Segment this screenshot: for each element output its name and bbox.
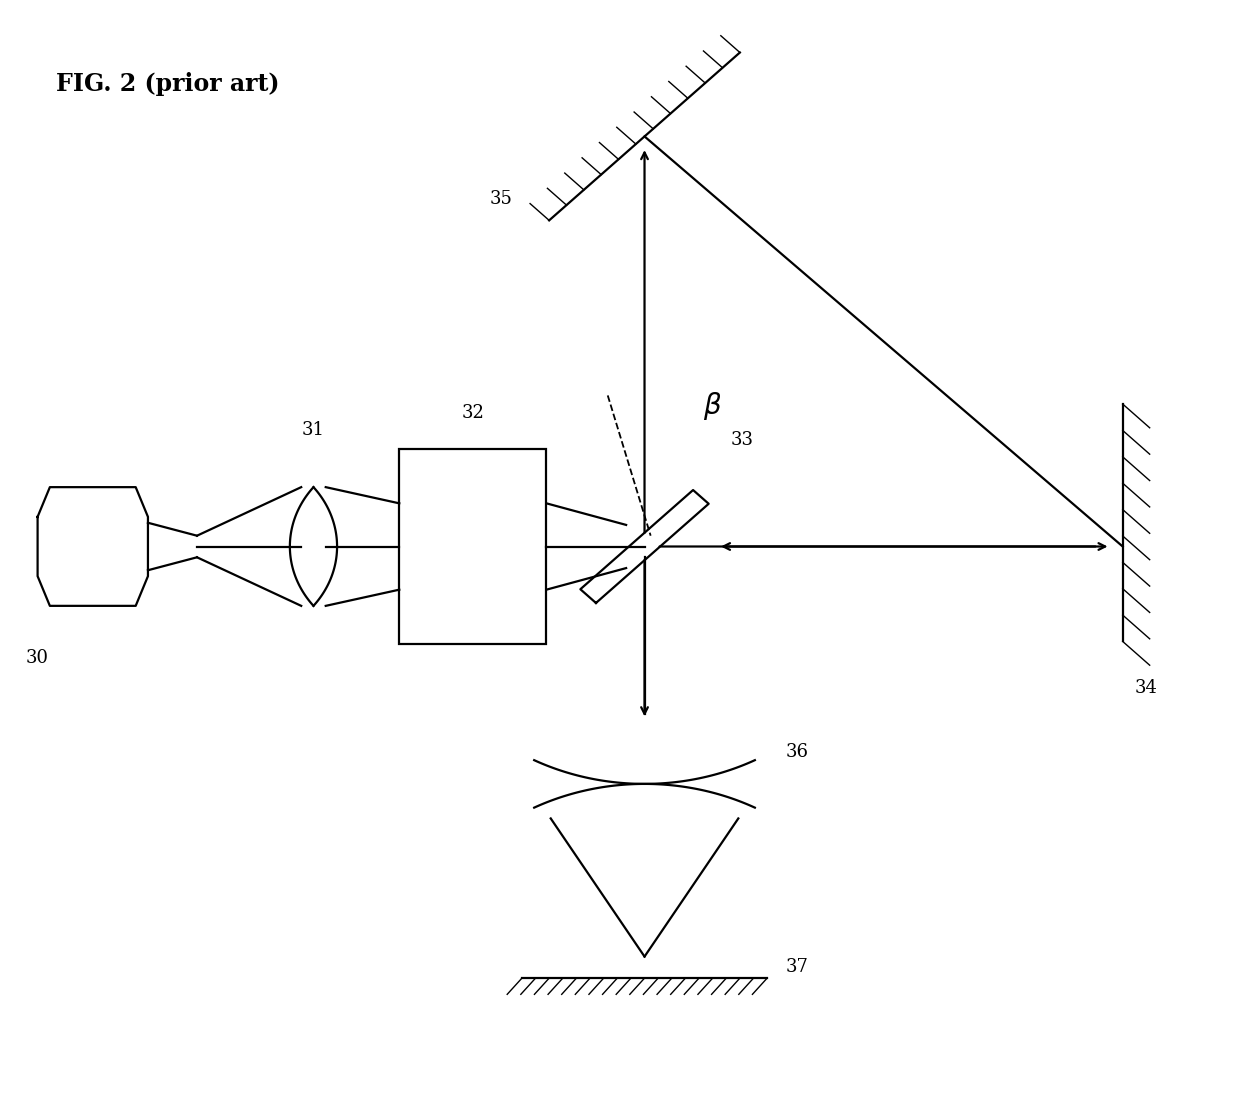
Text: 37: 37 (785, 959, 808, 976)
Text: 31: 31 (303, 421, 325, 438)
Text: 35: 35 (490, 190, 512, 208)
Text: 33: 33 (730, 432, 754, 449)
Text: FIG. 2 (prior art): FIG. 2 (prior art) (56, 72, 279, 96)
Text: 32: 32 (461, 404, 485, 422)
Text: 30: 30 (25, 649, 48, 667)
Bar (399, 449, 547, 644)
Text: $\beta$: $\beta$ (703, 390, 722, 422)
Text: 36: 36 (785, 742, 808, 761)
Text: 34: 34 (1135, 679, 1158, 697)
